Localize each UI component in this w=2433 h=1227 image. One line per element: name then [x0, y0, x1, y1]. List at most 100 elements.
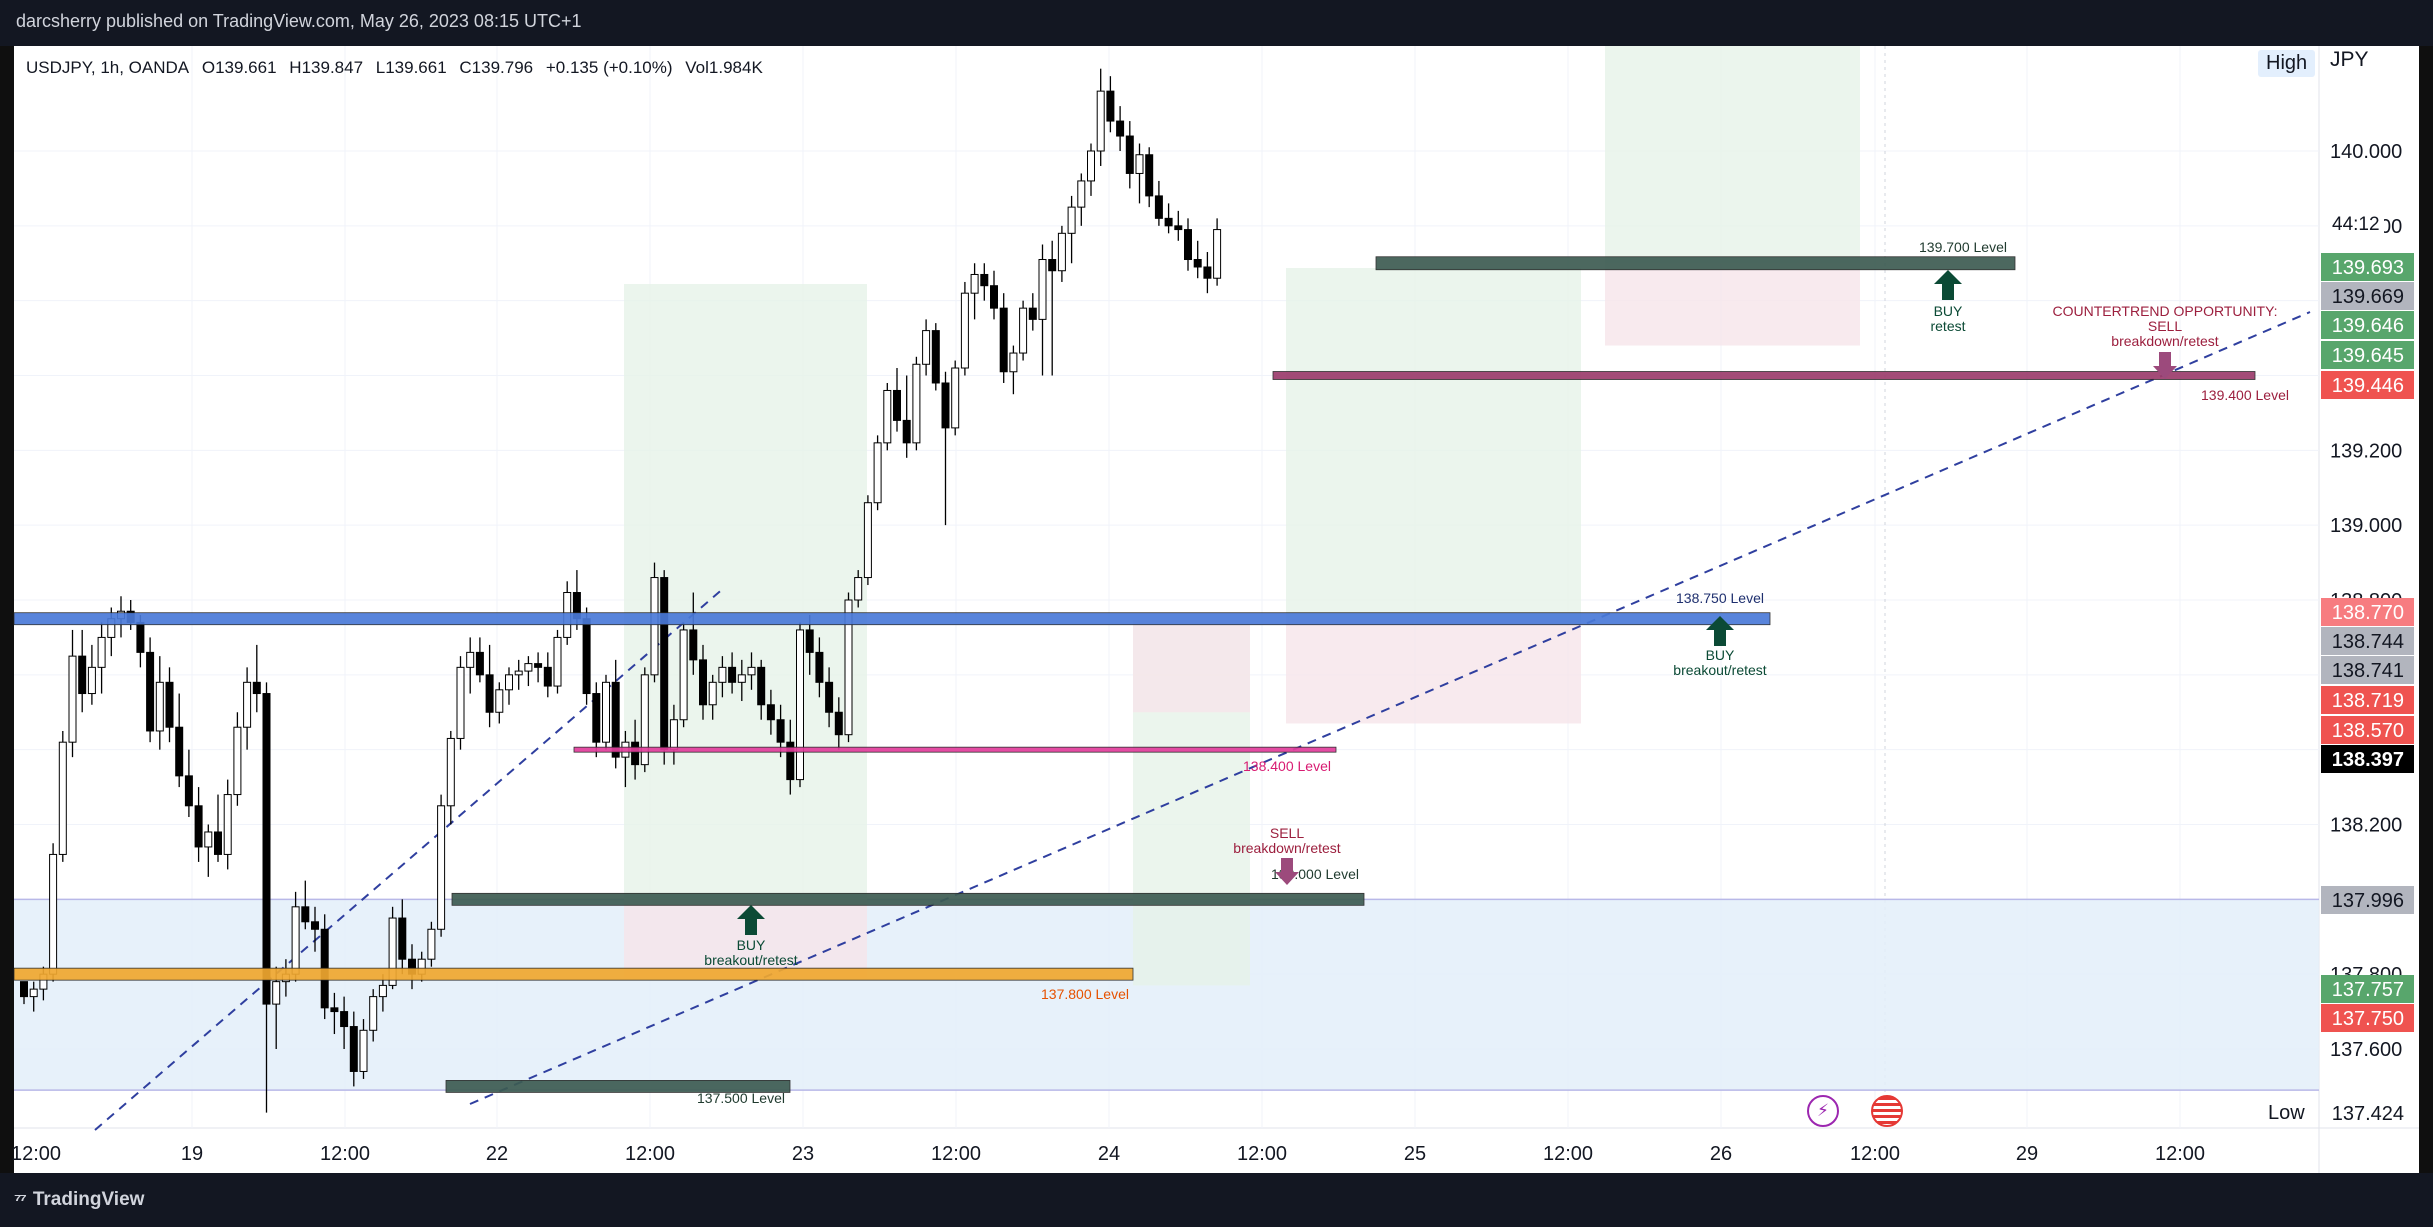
candle-up — [912, 363, 921, 444]
candle-up — [1009, 352, 1018, 373]
price-scale-area[interactable] — [2322, 48, 2417, 1124]
price-tag-value: 137.424 — [2332, 1103, 2404, 1125]
price-tag-value: 137.996 — [2332, 890, 2404, 912]
price-tag-bg — [2321, 598, 2414, 626]
trade-zone — [1133, 620, 1250, 713]
candle-up — [29, 988, 38, 998]
countertrend-sell-arrow-icon — [2153, 352, 2177, 379]
candle-down — [1125, 135, 1134, 174]
level-label-138400: 138.400 Level — [1243, 758, 1331, 774]
candle-up — [922, 330, 931, 365]
bar-countdown: 44:12 — [2328, 214, 2384, 236]
level-137800-bar — [13, 967, 1134, 981]
candle-down — [1028, 307, 1037, 320]
candle-up — [466, 651, 475, 668]
price-tags: 139.693 139.669 139.646 139.645 139.446 138.7… — [2321, 253, 2414, 1127]
candle-up — [68, 655, 77, 743]
level-137500-bar — [445, 1080, 791, 1093]
candle-down — [1203, 266, 1212, 279]
price-tag-value: 139.446 — [2332, 375, 2404, 397]
legend-change: +0.135 (+0.10%) — [545, 58, 673, 77]
price-tag-bg — [2321, 627, 2414, 655]
trendlines — [94, 311, 2311, 1131]
buy-retest-arrow-icon — [1934, 270, 1962, 300]
candle-up — [291, 906, 300, 975]
candle-down — [194, 805, 203, 848]
price-tag-value: 139.645 — [2332, 345, 2404, 367]
annotations: 139.700 Level 139.400 Level 138.750 Level 1… — [697, 239, 2289, 1106]
sell-breakdown-title: SELL — [1270, 825, 1304, 841]
low-tag: Low — [2268, 1102, 2305, 1124]
candle-up — [883, 389, 892, 444]
candle-up — [456, 666, 465, 739]
candle-down — [834, 711, 843, 736]
level-label-139700: 139.700 Level — [1919, 239, 2007, 255]
x-tick-label: 12:00 — [11, 1143, 61, 1165]
high-tag: High — [2258, 50, 2316, 77]
candle-down — [136, 621, 145, 653]
x-tick-label: 29 — [2016, 1143, 2038, 1165]
price-tag-bg — [2321, 886, 2414, 914]
lightning-icon[interactable]: ⚡ — [1807, 1095, 1839, 1127]
candle-up — [553, 636, 562, 687]
legend[interactable]: USDJPY, 1h, OANDA O139.661 H139.847 L139… — [26, 58, 771, 78]
level-label-139400: 139.400 Level — [2201, 387, 2289, 403]
legend-low: L139.661 — [375, 58, 447, 77]
price-tag-bg — [2321, 656, 2414, 684]
candle-down — [999, 307, 1008, 373]
candle-up — [854, 577, 863, 601]
candle-up — [1096, 90, 1105, 152]
candle-up — [155, 681, 164, 732]
level-138000-bar — [451, 892, 1365, 906]
candle-up — [1087, 150, 1095, 182]
legend-symbol[interactable]: USDJPY, 1h, OANDA — [26, 58, 190, 77]
candle-up — [437, 805, 446, 930]
candle-down — [611, 681, 620, 758]
price-tag-bg — [2321, 1004, 2414, 1032]
candle-down — [1164, 217, 1173, 227]
candle-up — [359, 1029, 368, 1072]
y-tick-label: 138.200 — [2330, 815, 2402, 837]
level-139400-bar — [1272, 371, 2256, 380]
candle-down — [931, 330, 940, 384]
candle-down — [766, 704, 775, 721]
buy-breakout-title: BUY — [1706, 647, 1735, 663]
candle-up — [602, 681, 610, 743]
us-flag-icon[interactable] — [1871, 1095, 1903, 1127]
x-axis[interactable]: 12:00 19 12:00 22 12:00 23 12:00 24 12:00 25 12:00… — [11, 1143, 2205, 1165]
publisher-line: darcsherry published on TradingView.com,… — [16, 11, 582, 31]
candle-up — [505, 674, 513, 691]
x-tick-label: 19 — [181, 1143, 203, 1165]
candle-up — [951, 367, 960, 429]
candle-down — [825, 681, 834, 713]
price-tag-value: 138.770 — [2332, 602, 2404, 624]
sell-breakdown-arrow-icon — [1275, 858, 1299, 885]
candle-down — [893, 389, 901, 421]
candle-up — [388, 917, 397, 986]
candle-up — [970, 273, 979, 294]
x-tick-label: 24 — [1098, 1143, 1120, 1165]
candle-down — [1145, 154, 1154, 197]
candle-up — [272, 981, 281, 1005]
price-tag-value: 138.744 — [2332, 631, 2404, 653]
candle-down — [252, 681, 261, 695]
price-tag-value: 138.570 — [2332, 720, 2404, 742]
candle-up — [708, 681, 717, 706]
candle-down — [1106, 90, 1115, 122]
candle-down — [214, 831, 222, 855]
candle-down — [1184, 229, 1192, 261]
candle-down — [175, 726, 184, 777]
tradingview-mark-icon: ⁷⁷ — [14, 1189, 27, 1210]
candle-down — [311, 921, 319, 930]
candle-up — [1077, 180, 1086, 208]
x-tick-label: 12:00 — [1237, 1143, 1287, 1165]
level-138400-bar — [573, 746, 1337, 753]
chart-canvas[interactable]: 139.700 Level 139.400 Level 138.750 Level 1… — [0, 0, 2433, 1173]
candle-down — [815, 651, 824, 683]
candle-up — [747, 666, 756, 676]
candle-down — [941, 382, 950, 429]
currency-label[interactable]: JPY — [2330, 48, 2369, 71]
tradingview-logo[interactable]: ⁷⁷ TradingView — [14, 1189, 144, 1211]
candles — [20, 68, 1222, 1113]
candle-up — [796, 629, 804, 781]
